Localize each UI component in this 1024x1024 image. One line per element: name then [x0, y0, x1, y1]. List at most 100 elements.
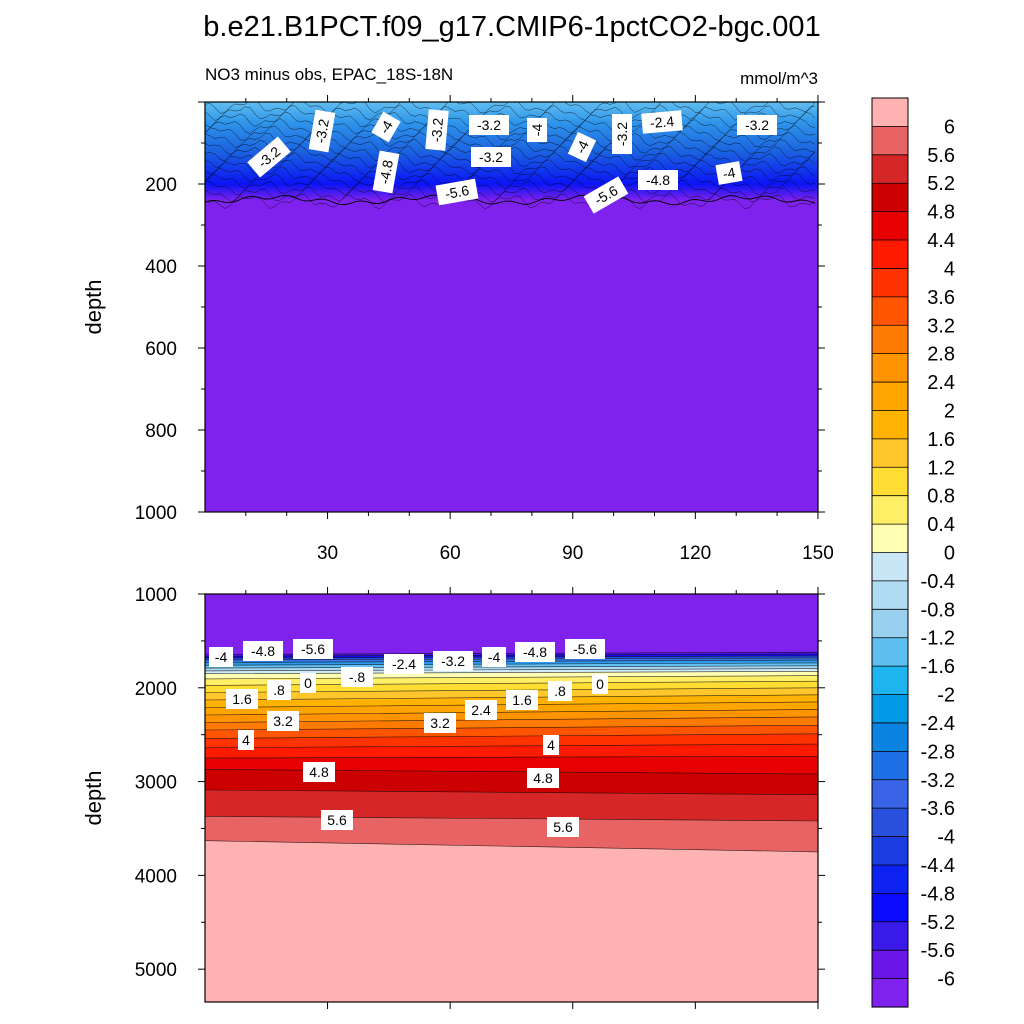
colorbar-label: -4.4: [921, 855, 955, 877]
colorbar-label: 0.4: [927, 514, 955, 536]
upper-contour-line: [205, 165, 816, 183]
colorbar-swatch: [872, 495, 908, 525]
contour-label-text: -4.8: [523, 644, 547, 660]
lower-contour-line: [205, 659, 818, 663]
contour-label-text: -3.2: [428, 117, 446, 143]
lower-ticks: [198, 587, 825, 1009]
contour-label-text: 0: [596, 676, 604, 692]
colorbar-swatch: [872, 154, 908, 184]
contour-band: [205, 681, 818, 693]
colorbar-swatch: [872, 183, 908, 213]
colorbar-label: 3.6: [927, 287, 955, 309]
colorbar-swatch: [872, 921, 908, 951]
contour-label-text: -4.8: [646, 172, 670, 188]
colorbar-swatch: [872, 438, 908, 468]
colorbar-label: -0.8: [921, 599, 955, 621]
contour-label: -4.8: [638, 170, 678, 190]
contour-band: [205, 744, 818, 759]
lower-contour-labels: -4 -4.8 -5.6 -2.4 -3.2 -4 -4.8 -5.6 0 -.8 1.6 .8 0 .8…: [209, 639, 608, 837]
contour-label-text: -.8: [349, 669, 366, 685]
colorbar-swatch: [872, 98, 908, 128]
colorbar-label: 2: [944, 400, 955, 422]
contour-label-box: [371, 111, 401, 143]
colorbar-swatch: [872, 609, 908, 639]
colorbar-swatch: [872, 467, 908, 497]
contour-label-box: [469, 115, 509, 135]
colorbar-swatch: [872, 410, 908, 440]
contour-label-box: [226, 689, 258, 709]
contour-label-text: -5.6: [301, 641, 325, 657]
lower-contour-line: [205, 668, 818, 672]
contour-label: -4: [567, 131, 597, 163]
contour-label: 4: [543, 735, 559, 755]
upper-x-tick-labels: 30 60 90 120 150: [317, 543, 834, 564]
contour-label: 1.6: [506, 690, 538, 710]
upper-contour-line: [205, 194, 816, 206]
contour-label: -2.4: [384, 654, 424, 674]
contour-label: 5.6: [547, 817, 579, 837]
colorbar-swatch: [872, 836, 908, 866]
contour-label-box: [506, 690, 538, 710]
upper-ticks: [198, 95, 825, 519]
colorbar-label: 0: [944, 543, 955, 565]
contour-label: -2.4: [641, 110, 683, 134]
contour-label-box: [471, 147, 511, 167]
contour-label-box: [341, 667, 373, 687]
contour-label-box: [293, 639, 333, 659]
lower-contour-line: [205, 840, 818, 853]
contour-label: -3.2: [308, 109, 336, 153]
contour-label-box: [638, 170, 678, 190]
lower-frame: [204, 593, 819, 1003]
lower-contour-bands: [205, 594, 818, 852]
contour-label-box: [547, 817, 579, 837]
contour-band: [205, 725, 818, 739]
contour-label-text: -4.8: [251, 643, 275, 659]
contour-label: -5.6: [565, 639, 605, 659]
upper-contour-line: [205, 193, 816, 210]
colorbar-swatch: [872, 893, 908, 923]
contour-label: 0: [592, 674, 608, 694]
contour-label-text: -3.2: [312, 118, 332, 145]
colorbar-label: 4.4: [927, 230, 955, 252]
contour-label-box: [527, 118, 547, 142]
colorbar-swatch: [872, 211, 908, 241]
contour-label-box: [267, 711, 299, 731]
upper-ylabel: depth: [81, 279, 106, 334]
colorbar-label: -6: [937, 969, 955, 991]
contour-label: -4: [715, 161, 743, 185]
contour-label: 5.6: [321, 810, 353, 830]
colorbar-label: -4: [937, 827, 955, 849]
x-tick-label: 60: [440, 543, 461, 564]
colorbar-swatch: [872, 296, 908, 326]
contour-label-box: [515, 642, 555, 662]
colorbar-swatch: [872, 524, 908, 554]
y-tick-label: 400: [145, 257, 177, 278]
colorbar-swatch: [872, 751, 908, 781]
contour-label: -3.2: [471, 147, 511, 167]
contour-label: -4.8: [515, 642, 555, 662]
contour-band: [205, 816, 818, 852]
contour-label-text: 1.6: [232, 691, 252, 707]
colorbar-label: -1.6: [921, 656, 955, 678]
contour-label-text: 4.8: [309, 764, 329, 780]
contour-label-text: -4: [529, 124, 545, 137]
contour-band: [205, 658, 818, 663]
contour-label: -4: [527, 118, 547, 142]
contour-label-box: [592, 674, 608, 694]
upper-contour-line: [205, 138, 816, 156]
upper-y-tick-labels: 200 400 600 800 1000: [135, 175, 177, 524]
colorbar-label: -3.6: [921, 798, 955, 820]
lower-y-tick-labels: 1000 2000 3000 4000 5000: [135, 585, 177, 981]
upper-contour-line: [205, 111, 816, 128]
upper-contour-line: [205, 102, 816, 115]
x-tick-label: 120: [680, 543, 712, 564]
contour-label-box: [247, 136, 291, 178]
contour-label-box: [243, 641, 283, 661]
contour-label-box: [567, 131, 597, 163]
contour-label: -3.2: [433, 651, 473, 671]
contour-label: -4: [371, 111, 401, 143]
colorbar-swatch: [872, 779, 908, 809]
contour-label-text: -4.8: [376, 159, 396, 186]
contour-band: [205, 660, 818, 666]
